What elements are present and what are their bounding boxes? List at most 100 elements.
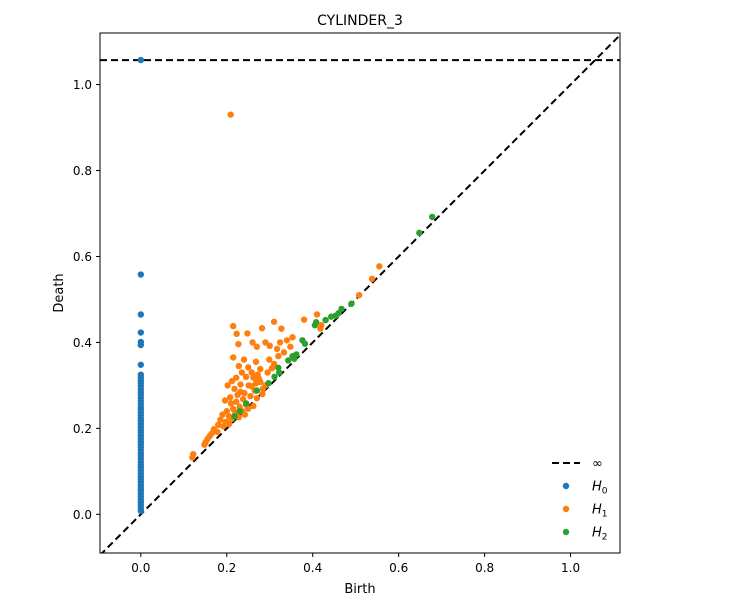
point-h1 xyxy=(252,380,260,387)
point-h1 xyxy=(233,330,240,338)
point-h2 xyxy=(242,400,250,407)
point-h1 xyxy=(250,402,257,410)
y-axis: 0.0 0.2 0.4 0.6 0.8 1.0 xyxy=(73,78,100,522)
point-h2 xyxy=(335,310,342,317)
point-h1 xyxy=(318,322,325,329)
point-h1 xyxy=(280,349,288,356)
point-h1 xyxy=(253,395,261,402)
point-h1 xyxy=(275,352,282,360)
point-h2 xyxy=(253,387,261,394)
series-h1 xyxy=(189,111,383,461)
point-h1 xyxy=(214,428,221,436)
point-h1 xyxy=(230,354,237,361)
points-layer xyxy=(137,56,436,515)
point-h1 xyxy=(189,454,196,461)
point-h1 xyxy=(300,316,308,323)
point-h1 xyxy=(368,275,376,283)
point-h1 xyxy=(219,411,226,418)
point-h1 xyxy=(235,362,243,370)
point-h1 xyxy=(214,421,222,429)
point-h1 xyxy=(245,364,252,371)
point-h1 xyxy=(245,405,252,412)
point-h1 xyxy=(225,420,233,428)
x-tick-label: 0.0 xyxy=(131,561,150,575)
point-h0 xyxy=(137,56,145,64)
point-h1 xyxy=(248,369,255,376)
point-h1 xyxy=(201,441,208,448)
x-axis: 0.0 0.2 0.4 0.6 0.8 1.0 xyxy=(131,553,580,575)
point-h0 xyxy=(137,341,145,349)
y-tick-label: 1.0 xyxy=(73,78,92,92)
point-h1 xyxy=(223,407,230,415)
point-h1 xyxy=(355,291,363,299)
point-h2 xyxy=(265,380,272,387)
point-h2 xyxy=(312,319,320,326)
series-h2 xyxy=(231,213,436,420)
point-h2 xyxy=(429,213,436,221)
point-h1 xyxy=(266,342,273,350)
point-h1 xyxy=(259,390,266,398)
point-h1 xyxy=(273,345,281,353)
y-tick-label: 0.2 xyxy=(73,422,92,436)
point-h1 xyxy=(241,411,249,418)
point-h1 xyxy=(231,385,238,393)
point-h2 xyxy=(285,357,292,364)
y-tick-label: 0.8 xyxy=(73,164,92,178)
point-h1 xyxy=(233,398,240,405)
legend-item: ∞ xyxy=(552,457,603,472)
point-h1 xyxy=(313,311,321,318)
point-h1 xyxy=(257,365,264,373)
point-h0 xyxy=(137,507,145,515)
point-h1 xyxy=(264,369,271,376)
legend-label: H1 xyxy=(592,503,608,520)
point-h1 xyxy=(249,339,256,346)
legend-marker xyxy=(562,505,570,513)
point-h1 xyxy=(220,423,227,430)
point-h2 xyxy=(291,355,298,362)
point-h1 xyxy=(237,381,244,388)
point-h1 xyxy=(227,400,235,407)
y-axis-label: Death xyxy=(52,273,67,312)
point-h1 xyxy=(227,394,234,401)
point-h1 xyxy=(287,343,294,350)
point-h1 xyxy=(270,360,278,368)
point-h1 xyxy=(283,337,291,344)
legend-marker xyxy=(562,528,570,536)
point-h1 xyxy=(276,339,284,346)
point-h1 xyxy=(221,397,229,404)
legend: ∞ H0 H1 H2 xyxy=(552,457,608,543)
point-h2 xyxy=(271,373,278,380)
point-h0 xyxy=(137,311,145,318)
x-tick-label: 0.6 xyxy=(389,561,408,575)
point-h1 xyxy=(376,263,383,270)
x-axis-label: Birth xyxy=(344,582,375,597)
point-h2 xyxy=(328,313,335,320)
point-h2 xyxy=(276,369,283,376)
x-tick-label: 0.8 xyxy=(475,561,494,575)
point-h0 xyxy=(137,271,145,278)
point-h2 xyxy=(301,340,309,347)
point-h1 xyxy=(262,339,269,346)
y-tick-label: 0.4 xyxy=(73,336,92,350)
point-h2 xyxy=(322,316,329,324)
point-h1 xyxy=(240,356,248,363)
point-h1 xyxy=(238,369,246,376)
point-h1 xyxy=(228,377,236,385)
x-tick-label: 0.4 xyxy=(303,561,322,575)
point-h2 xyxy=(275,364,282,371)
chart-title: CYLINDER_3 xyxy=(317,13,403,29)
point-h1 xyxy=(224,382,231,389)
point-h1 xyxy=(244,330,251,337)
point-h1 xyxy=(233,374,240,381)
legend-item: H1 xyxy=(562,503,608,520)
point-h1 xyxy=(289,334,296,341)
legend-item: H0 xyxy=(562,480,608,497)
axes-frame xyxy=(99,32,621,554)
legend-item: H2 xyxy=(562,526,608,543)
point-h1 xyxy=(247,392,254,400)
y-tick-label: 0.6 xyxy=(73,250,92,264)
point-h1 xyxy=(237,388,244,396)
point-h0 xyxy=(137,329,145,336)
